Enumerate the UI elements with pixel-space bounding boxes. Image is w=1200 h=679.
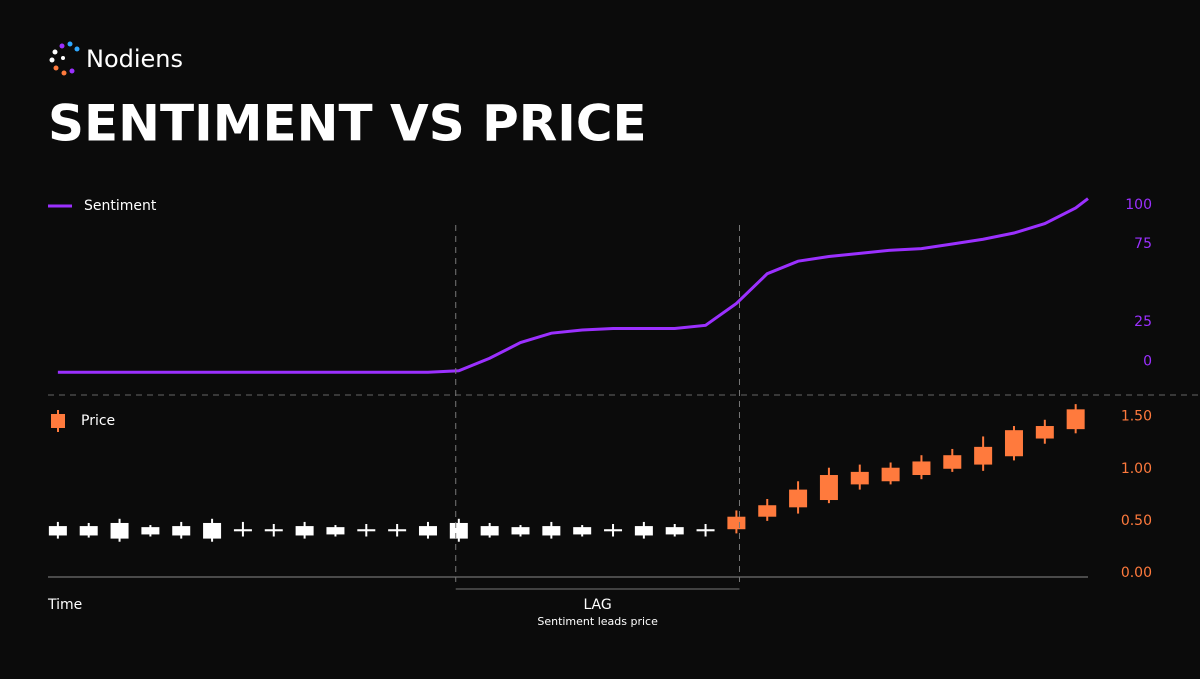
legend-label: Sentiment	[84, 198, 157, 214]
candle-body	[418, 526, 437, 536]
candle-body	[79, 526, 98, 536]
y-tick-label: 1.50	[1121, 409, 1152, 425]
logo-icon	[49, 41, 80, 76]
candle-body	[511, 527, 530, 535]
x-axis-label: Time	[47, 597, 82, 613]
candle-body	[110, 522, 129, 539]
candle-body	[912, 461, 931, 476]
candle-body	[203, 522, 222, 539]
candle-body	[388, 529, 407, 532]
candle-body	[172, 526, 191, 536]
legend-swatch	[51, 414, 65, 428]
candle-body	[696, 529, 715, 532]
candle-body	[604, 529, 623, 532]
candle-body	[1004, 430, 1023, 457]
candle-body	[758, 505, 777, 517]
candle-body	[264, 529, 283, 532]
lag-note: Sentiment leads price	[537, 615, 658, 628]
candle-body	[48, 526, 67, 536]
candle-body	[943, 455, 962, 469]
candle-body	[449, 522, 468, 539]
candle-body	[881, 467, 900, 482]
candle-body	[727, 516, 746, 530]
candle-body	[480, 526, 499, 536]
candle-body	[1035, 426, 1054, 439]
candle-body	[850, 471, 869, 485]
candle-body	[974, 446, 993, 465]
candle-body	[634, 526, 653, 536]
candle-body	[542, 526, 561, 536]
candle-body	[141, 527, 160, 535]
y-tick-label: 25	[1134, 314, 1152, 330]
y-tick-label: 100	[1125, 197, 1152, 213]
sentiment-line	[57, 197, 1089, 374]
candle-body	[665, 527, 684, 535]
candle-body	[789, 489, 808, 508]
candle-body	[357, 529, 376, 532]
legend-label: Price	[81, 413, 115, 429]
title: SENTIMENT VS PRICE	[48, 95, 647, 153]
candle-body	[1066, 409, 1085, 430]
candle-body	[326, 527, 345, 535]
candle-body	[573, 527, 592, 535]
candle-body	[819, 475, 838, 501]
lag-label: LAG	[583, 597, 611, 613]
candle-body	[295, 526, 314, 536]
y-tick-label: 75	[1134, 236, 1152, 252]
y-tick-label: 1.00	[1121, 461, 1152, 477]
y-tick-label: 0.50	[1121, 513, 1152, 529]
candle-body	[233, 529, 252, 532]
y-tick-label: 0.00	[1121, 565, 1152, 581]
brand: Nodiens	[86, 45, 183, 73]
y-tick-label: 0	[1143, 353, 1152, 369]
